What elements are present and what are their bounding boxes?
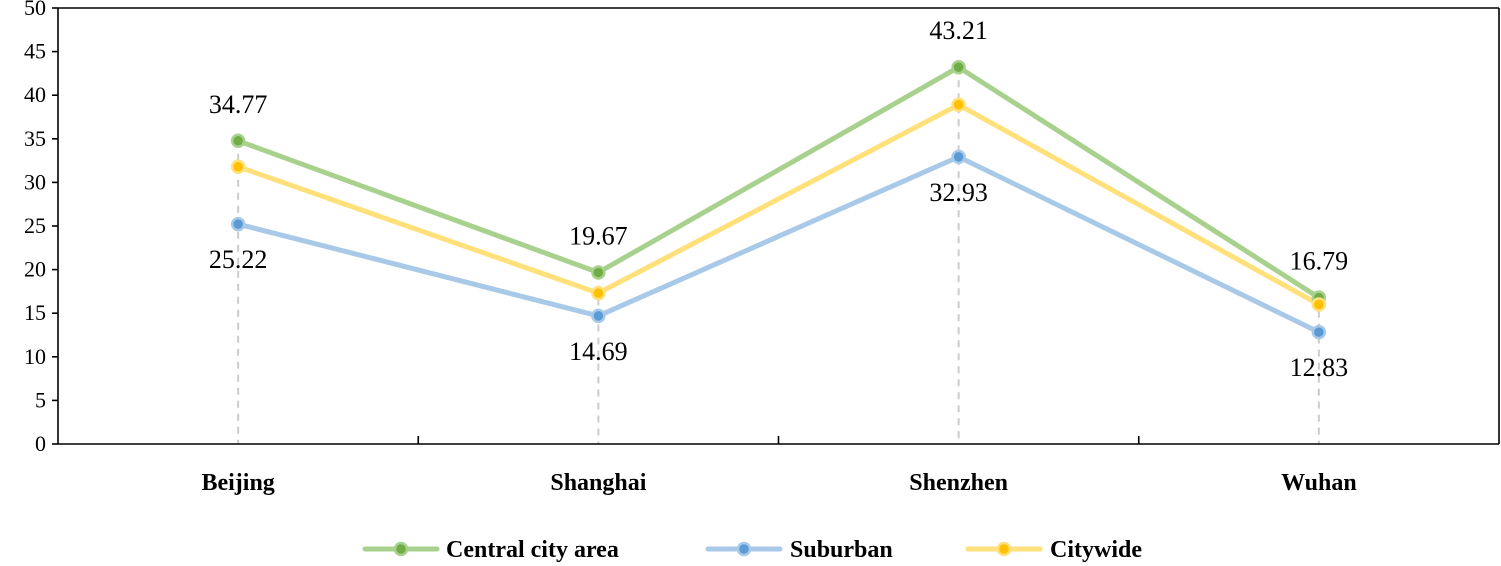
- legend-label-citywide: Citywide: [1050, 537, 1142, 563]
- point-central-city-area-shanghai: [591, 265, 606, 280]
- series-group: [230, 59, 1327, 340]
- y-tick-label: 15: [24, 300, 46, 325]
- data-label-central-city-area-shenzhen: 43.21: [929, 16, 988, 45]
- point-suburban-beijing: [230, 216, 246, 232]
- x-tick-label-wuhan: Wuhan: [1281, 470, 1357, 496]
- legend: Central city area Suburban Citywide: [362, 537, 1142, 563]
- y-tick-label: 20: [24, 257, 46, 282]
- y-tick-label: 40: [24, 82, 46, 107]
- point-suburban-shenzhen: [951, 149, 966, 165]
- data-label-suburban-shenzhen: 32.93: [929, 178, 988, 207]
- x-tick-label-shanghai: Shanghai: [550, 470, 646, 496]
- y-tick-label: 5: [35, 387, 46, 412]
- x-tick-label-shenzhen: Shenzhen: [909, 470, 1008, 496]
- point-central-city-area-beijing: [230, 133, 246, 149]
- series-line-central-city-area: [235, 64, 1322, 301]
- y-tick-label: 10: [24, 344, 46, 369]
- series-line-citywide: [235, 102, 1322, 307]
- series-line-suburban: [235, 154, 1322, 335]
- y-tick-label: 25: [24, 213, 46, 238]
- y-tick-label: 30: [24, 169, 46, 194]
- legend-label-suburban: Suburban: [790, 537, 893, 563]
- data-label-central-city-area-shanghai: 19.67: [569, 221, 628, 250]
- y-tick-label: 50: [24, 0, 46, 20]
- data-label-suburban-shanghai: 14.69: [569, 337, 628, 366]
- point-citywide-shenzhen: [951, 97, 966, 113]
- point-suburban-wuhan: [1311, 324, 1327, 340]
- point-central-city-area-shenzhen: [951, 59, 966, 75]
- data-label-central-city-area-beijing: 34.77: [209, 90, 268, 119]
- data-label-central-city-area-wuhan: 16.79: [1290, 247, 1349, 276]
- legend-marker-citywide: [996, 541, 1012, 557]
- drop-lines: [237, 67, 1320, 444]
- legend-label-central-city-area: Central city area: [446, 537, 619, 563]
- x-tick-label-beijing: Beijing: [201, 470, 274, 496]
- axes: 0 5 10 15 20 25 30 35 40 45 50 Beijing Shanghai Shenz…: [24, 0, 1500, 496]
- point-citywide-beijing: [230, 159, 246, 174]
- point-citywide-wuhan: [1311, 297, 1327, 312]
- y-tick-label: 35: [24, 126, 46, 151]
- legend-marker-suburban: [736, 541, 752, 557]
- data-label-suburban-beijing: 25.22: [209, 245, 268, 274]
- point-citywide-shanghai: [591, 285, 606, 301]
- data-label-suburban-wuhan: 12.83: [1290, 353, 1349, 382]
- data-labels: 34.77 19.67 43.21 16.79 25.22 14.69 32.93 12.83: [209, 16, 1348, 382]
- y-tick-label: 45: [24, 39, 46, 64]
- y-tick-label: 0: [35, 431, 46, 456]
- point-suburban-shanghai: [591, 308, 606, 324]
- legend-marker-central-city-area: [393, 541, 409, 557]
